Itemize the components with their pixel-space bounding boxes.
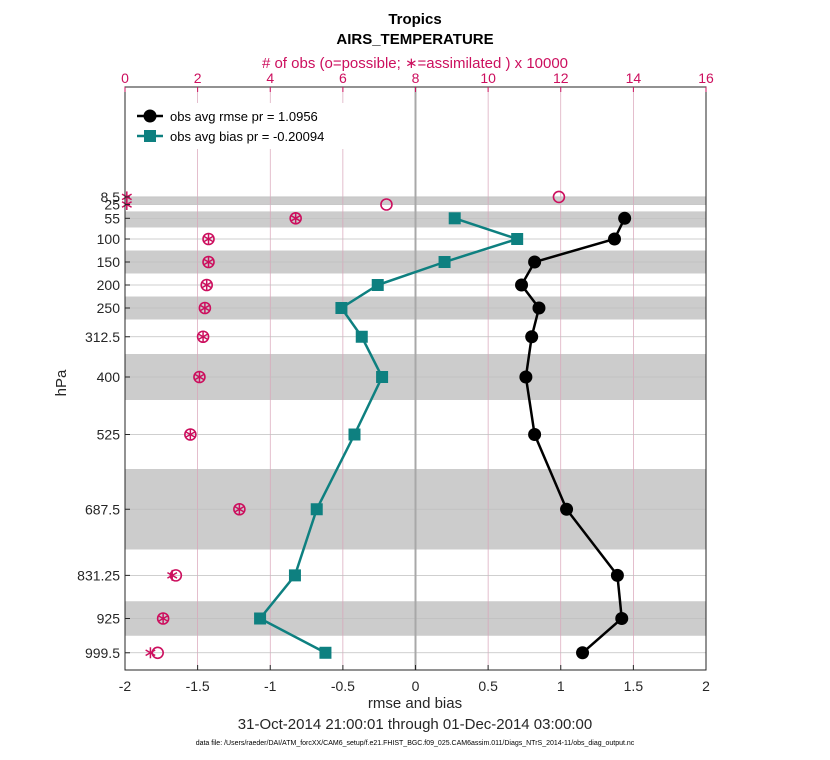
obs-assimilated-marker [234,503,245,515]
legend-bias-label: obs avg bias pr = -0.20094 [170,129,324,144]
x-tick-label: 2 [702,678,710,694]
bias-point [288,569,301,582]
top-tick-label: 8 [412,70,420,86]
y-tick-label: 999.5 [85,645,120,661]
legend-rmse-marker [143,109,157,123]
top-tick-label: 4 [266,70,274,86]
obs-assimilated-marker [203,233,214,245]
obs-possible-marker [380,198,393,211]
obs-assimilated-marker [157,613,169,624]
rmse-point [528,255,542,269]
data-series [254,211,632,660]
y-tick-label: 925 [97,611,121,627]
obs-assimilated-marker [194,371,205,383]
x-tick-label: 1.5 [624,678,644,694]
bottom-axis: -2 -1.5 -1 -0.5 0 0.5 1 1.5 2 [119,665,710,694]
obs-assimilated-marker [185,429,196,440]
legend-box [129,103,379,149]
rmse-point [615,612,629,625]
chart-subtitle: AIRS_TEMPERATURE [336,31,493,48]
obs-assimilated-marker [197,331,209,343]
rmse-point [519,370,533,384]
bias-point [376,371,389,383]
series-line [520,217,626,654]
y-tick-label: 831.25 [77,567,120,583]
top-tick-label: 2 [194,70,202,86]
y-tick-label: 400 [97,369,121,385]
bias-point [335,302,348,314]
y-tick-label: 250 [97,300,121,316]
series-line [258,217,522,654]
bias-point [371,279,384,291]
y-axis-label: hPa [53,369,70,396]
obs-count-markers [121,190,566,660]
y-tick-label: 525 [97,427,121,443]
rmse-point [532,301,546,315]
bias-point [355,330,368,343]
x-tick-label: -1 [264,678,277,694]
top-tick-label: 10 [480,70,496,86]
x-tick-label: -1.5 [186,678,210,694]
rmse-point [576,646,590,660]
y-tick-label: 200 [97,277,121,293]
obs-assimilated-marker [167,569,178,581]
y-tick-label: 55 [104,210,120,226]
obs-assimilated-marker [290,212,301,224]
rmse-point [528,428,542,441]
y-tick-label: 8.5 [101,189,121,205]
bias-point [254,612,267,625]
top-axis-label: # of obs (o=possible; ∗=assimilated ) x … [262,55,568,72]
top-axis: 0 2 4 6 8 10 12 14 16 [121,70,714,92]
bias-point [319,646,332,659]
rmse-point [610,568,624,582]
y-tick-label: 100 [97,231,121,247]
rmse-point [560,502,574,516]
x-tick-label: 0 [412,678,420,694]
bias-point [438,256,451,268]
x-tick-label: 1 [557,678,565,694]
obs-assimilated-marker [201,279,212,291]
y-tick-label: 312.5 [85,329,120,345]
bias-point [348,428,361,441]
top-tick-label: 16 [698,70,714,86]
obs-assimilated-marker [145,647,156,659]
obs-assimilated-marker [203,256,214,268]
bias-point [448,212,461,225]
x-axis-label: rmse and bias [368,695,462,712]
obs-possible-marker [169,569,183,582]
legend-rmse-label: obs avg rmse pr = 1.0956 [170,109,318,124]
obs-assimilated-marker [199,302,211,314]
y-tick-label: 25 [104,197,120,213]
x-tick-label: -0.5 [331,678,355,694]
x-tick-label: -2 [119,678,132,694]
rmse-point [618,211,632,225]
obs-possible-marker [552,190,566,204]
x-tick-label: 0.5 [478,678,498,694]
top-tick-label: 6 [339,70,347,86]
bias-point [310,503,323,516]
obs-possible-marker [151,646,164,660]
legend-bias-marker [144,130,156,142]
data-file-path: data file: /Users/raeder/DAI/ATM_forcXX/… [196,740,635,747]
date-range: 31-Oct-2014 21:00:01 through 01-Dec-2014… [238,716,592,733]
y-tick-label: 150 [97,254,121,270]
legend: obs avg rmse pr = 1.0956 obs avg bias pr… [129,103,379,149]
chart-title: Tropics [388,11,441,28]
top-tick-label: 12 [553,70,569,86]
bias-point [511,233,524,245]
rmse-point [607,232,621,246]
top-tick-label: 0 [121,70,129,86]
rmse-point [515,278,529,292]
rmse-point [525,330,539,344]
y-tick-label: 687.5 [85,501,120,517]
top-tick-label: 14 [626,70,642,86]
